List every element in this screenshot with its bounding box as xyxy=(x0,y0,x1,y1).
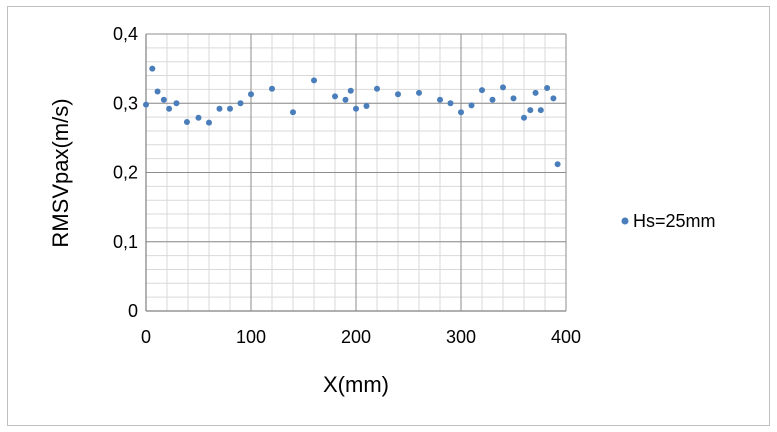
data-points xyxy=(143,65,561,168)
data-point xyxy=(160,96,167,103)
y-tick-label: 0,1 xyxy=(113,232,138,252)
data-point xyxy=(154,88,161,95)
data-point xyxy=(510,95,517,102)
grid xyxy=(145,33,567,312)
x-axis-title: X(mm) xyxy=(323,372,389,397)
x-tick-label: 100 xyxy=(236,327,266,347)
data-point xyxy=(269,85,275,92)
data-point xyxy=(166,105,173,112)
y-tick-label: 0 xyxy=(128,301,138,321)
tick-labels: 0 100 200 300 400 0 0,1 0,2 0,3 0,4 xyxy=(113,24,581,347)
data-point xyxy=(143,101,149,108)
data-point xyxy=(227,105,233,112)
data-point xyxy=(458,109,464,116)
data-point xyxy=(395,91,401,98)
data-point xyxy=(532,89,539,96)
data-point xyxy=(479,87,485,94)
data-point xyxy=(248,91,254,98)
x-tick-label: 300 xyxy=(446,327,476,347)
data-point xyxy=(173,100,180,107)
axes xyxy=(145,34,566,312)
data-point xyxy=(500,84,506,91)
x-tick-label: 400 xyxy=(551,327,581,347)
data-point xyxy=(216,105,223,112)
data-point xyxy=(206,119,212,126)
legend-marker xyxy=(621,217,629,225)
data-point xyxy=(347,87,354,94)
data-point xyxy=(374,85,380,92)
data-point xyxy=(353,105,359,112)
data-point xyxy=(332,93,338,100)
data-point xyxy=(550,95,557,102)
y-tick-label: 0,2 xyxy=(113,163,138,183)
data-point xyxy=(195,114,202,121)
data-point xyxy=(311,77,317,84)
data-point xyxy=(437,96,443,103)
data-point xyxy=(290,109,296,116)
x-tick-label: 200 xyxy=(341,327,371,347)
data-point xyxy=(468,102,475,109)
y-axis-title: RMSVpax(m/s) xyxy=(48,98,73,247)
data-point xyxy=(544,85,551,92)
x-tick-label: 0 xyxy=(141,327,151,347)
legend-label: Hs=25mm xyxy=(633,211,716,231)
y-tick-label: 0,4 xyxy=(113,24,138,44)
data-point xyxy=(521,114,527,121)
data-point xyxy=(527,107,534,114)
data-point xyxy=(489,96,496,103)
data-point xyxy=(416,89,422,96)
y-tick-label: 0,3 xyxy=(113,93,138,113)
data-point xyxy=(237,100,244,107)
data-point xyxy=(183,118,190,125)
legend: Hs=25mm xyxy=(621,211,716,231)
data-point xyxy=(342,96,349,103)
data-point xyxy=(554,161,561,168)
data-point xyxy=(537,107,544,114)
data-point xyxy=(363,103,370,110)
data-point xyxy=(447,100,454,107)
data-point xyxy=(149,65,156,72)
